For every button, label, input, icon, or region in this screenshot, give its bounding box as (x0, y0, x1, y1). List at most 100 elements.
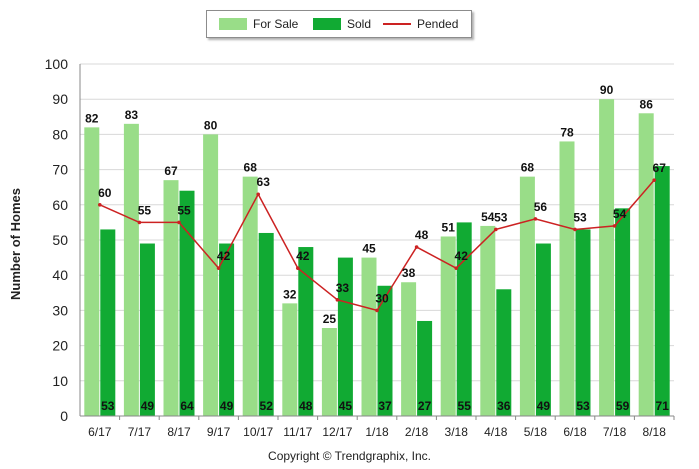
bar-sold (179, 190, 195, 416)
bar-sold (654, 166, 670, 416)
pended-point (612, 224, 617, 228)
data-labels: 82 53 83 49 67 64 80 49 68 52 32 48 25 45 45 37 38 27 51 55… (85, 83, 669, 413)
data-label-for-sale: 68 (521, 161, 535, 175)
bar-sold (496, 289, 512, 416)
x-tick-label: 9/17 (207, 425, 231, 439)
pended-point (256, 192, 261, 197)
data-label-pended: 63 (257, 175, 271, 189)
y-tick-label: 100 (45, 56, 69, 72)
bar-for-sale (242, 176, 258, 416)
legend-label-pended: Pended (417, 17, 459, 31)
data-label-sold: 64 (180, 399, 194, 413)
data-label-for-sale: 67 (164, 164, 178, 178)
data-label-sold: 71 (656, 399, 670, 413)
pended-point (454, 266, 459, 270)
data-label-pended: 55 (177, 203, 191, 217)
data-label-pended: 33 (336, 281, 350, 295)
y-tick-label: 60 (52, 197, 68, 213)
legend-swatch-pended (383, 23, 411, 25)
bar-sold (219, 243, 235, 416)
x-tick-label: 8/17 (167, 425, 191, 439)
bar-for-sale (599, 99, 615, 416)
data-label-sold: 49 (537, 399, 551, 413)
legend: For Sale Sold Pended (206, 10, 472, 38)
bar-for-sale (84, 127, 100, 417)
gridlines (80, 63, 674, 417)
data-label-for-sale: 51 (442, 220, 456, 234)
data-label-sold: 53 (101, 399, 115, 413)
pended-point (494, 227, 498, 232)
data-label-sold: 36 (497, 399, 511, 413)
y-tick-label: 80 (52, 126, 68, 142)
axes (79, 64, 674, 417)
y-tick-label: 10 (52, 373, 68, 389)
x-tick-label: 4/18 (484, 425, 508, 439)
data-label-for-sale: 78 (560, 125, 574, 139)
data-label-for-sale: 32 (283, 287, 297, 301)
pended-point (652, 178, 656, 182)
x-tick-label: 2/18 (405, 425, 429, 439)
data-label-pended: 53 (494, 210, 508, 224)
data-label-sold: 48 (299, 399, 313, 413)
bar-for-sale (559, 141, 575, 416)
data-label-for-sale: 38 (402, 266, 416, 280)
pended-point (216, 266, 221, 270)
y-tick-label: 90 (52, 91, 68, 107)
legend-item-sold: Sold (313, 16, 371, 32)
bar-for-sale (123, 123, 139, 416)
legend-label-sold: Sold (347, 17, 372, 31)
bar-sold (298, 247, 314, 416)
data-label-for-sale: 45 (362, 242, 376, 256)
data-label-pended: 42 (455, 249, 469, 263)
y-tick-label: 30 (52, 302, 68, 318)
data-label-sold: 37 (378, 399, 392, 413)
bar-sold (258, 232, 274, 416)
y-tick-label: 20 (52, 338, 68, 354)
y-tick-label: 50 (52, 232, 68, 248)
bar-sold (535, 243, 551, 416)
x-tick-label: 7/17 (128, 425, 152, 439)
data-label-pended: 60 (98, 186, 112, 200)
copyright-footer: Copyright © Trendgraphix, Inc. (268, 449, 431, 463)
bar-sold (615, 208, 631, 416)
y-tick-label: 0 (60, 408, 68, 424)
pended-point (177, 220, 181, 225)
bar-for-sale (519, 176, 535, 416)
data-label-for-sale: 82 (85, 111, 99, 125)
data-label-sold: 49 (220, 399, 234, 413)
bar-for-sale (361, 257, 377, 416)
x-tick-label: 5/18 (524, 425, 548, 439)
x-tick-label: 3/18 (445, 425, 469, 439)
bar-for-sale (321, 328, 337, 416)
data-label-pended: 42 (217, 249, 231, 263)
data-label-sold: 53 (576, 399, 590, 413)
bars (84, 99, 670, 417)
pended-point (137, 220, 142, 225)
x-tick-label: 6/17 (88, 425, 112, 439)
bar-for-sale (282, 303, 298, 416)
pended-point (573, 227, 577, 232)
legend-item-pended: Pended (383, 16, 458, 32)
x-tick-label: 12/17 (322, 425, 352, 439)
x-tick-label: 1/18 (365, 425, 389, 439)
data-label-for-sale: 68 (244, 161, 258, 175)
bar-sold (456, 222, 472, 416)
bar-sold (575, 229, 591, 416)
data-label-pended: 54 (613, 207, 627, 221)
data-label-pended: 55 (138, 203, 152, 217)
data-label-pended: 48 (415, 228, 429, 242)
pended-point (375, 308, 379, 313)
bar-for-sale (163, 180, 179, 416)
x-tick-label: 6/18 (563, 425, 587, 439)
data-label-pended: 30 (375, 291, 389, 305)
data-label-for-sale: 54 (481, 210, 495, 224)
pended-point (98, 203, 102, 207)
bar-for-sale (480, 225, 496, 416)
x-tick-label: 11/17 (283, 425, 312, 439)
bar-for-sale (638, 113, 654, 416)
y-tick-label: 70 (52, 162, 68, 178)
bar-sold (337, 257, 353, 416)
bar-for-sale (401, 282, 417, 416)
data-label-sold: 59 (616, 399, 630, 413)
x-tick-label: 7/18 (603, 425, 627, 439)
